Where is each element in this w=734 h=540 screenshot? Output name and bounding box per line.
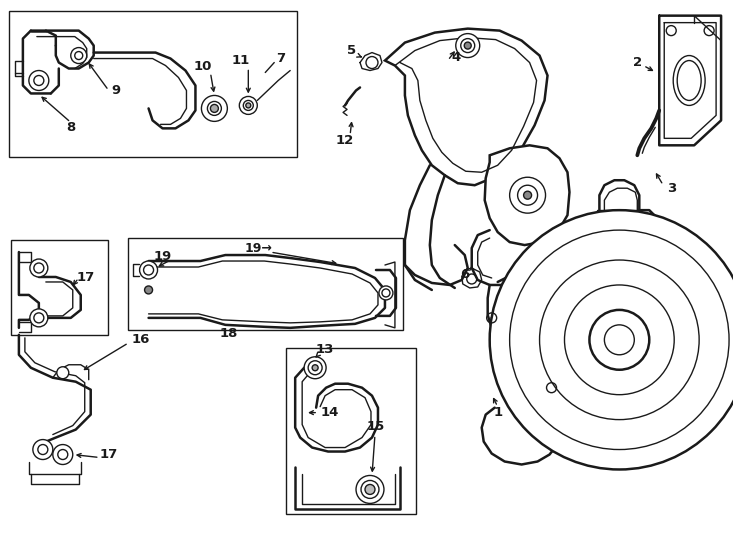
Text: 18: 18 xyxy=(219,327,238,340)
Circle shape xyxy=(145,286,153,294)
Circle shape xyxy=(30,309,48,327)
Text: 19→: 19→ xyxy=(244,241,272,254)
Text: 15: 15 xyxy=(367,420,385,433)
Circle shape xyxy=(523,191,531,199)
Text: 10: 10 xyxy=(193,60,211,73)
Circle shape xyxy=(144,265,153,275)
Text: 17: 17 xyxy=(100,448,117,461)
Circle shape xyxy=(30,259,48,277)
Text: 5: 5 xyxy=(347,44,357,57)
Text: 7: 7 xyxy=(276,52,285,65)
Circle shape xyxy=(53,444,73,464)
Text: 19: 19 xyxy=(153,249,172,262)
Circle shape xyxy=(75,51,83,59)
Bar xyxy=(9,11,297,157)
Circle shape xyxy=(490,210,734,469)
Circle shape xyxy=(456,33,480,58)
Circle shape xyxy=(365,484,375,495)
Circle shape xyxy=(464,42,471,49)
Text: 8: 8 xyxy=(66,121,76,134)
Circle shape xyxy=(312,364,318,371)
Ellipse shape xyxy=(677,60,701,100)
Text: 13: 13 xyxy=(316,343,334,356)
Circle shape xyxy=(539,260,700,420)
Circle shape xyxy=(308,361,322,375)
Circle shape xyxy=(58,449,68,460)
Text: 9: 9 xyxy=(111,84,120,97)
Circle shape xyxy=(243,100,253,110)
Text: 12: 12 xyxy=(336,134,355,147)
Bar xyxy=(286,348,416,515)
Text: 17: 17 xyxy=(76,272,95,285)
Polygon shape xyxy=(484,145,570,245)
Ellipse shape xyxy=(673,56,705,105)
Circle shape xyxy=(461,38,475,52)
Circle shape xyxy=(33,440,53,460)
Text: 4: 4 xyxy=(451,51,460,64)
Text: 16: 16 xyxy=(131,333,150,346)
Circle shape xyxy=(38,444,48,455)
Circle shape xyxy=(382,289,390,297)
Circle shape xyxy=(304,357,326,379)
Text: 14: 14 xyxy=(321,406,339,419)
Bar xyxy=(128,238,403,330)
Circle shape xyxy=(57,367,69,379)
Text: 2: 2 xyxy=(633,56,642,69)
Text: 3: 3 xyxy=(666,182,676,195)
Circle shape xyxy=(139,261,158,279)
Circle shape xyxy=(356,476,384,503)
Circle shape xyxy=(201,96,228,122)
Circle shape xyxy=(34,313,44,323)
Text: 11: 11 xyxy=(231,54,250,67)
Circle shape xyxy=(239,97,258,114)
Bar xyxy=(11,240,108,335)
Circle shape xyxy=(246,103,251,108)
Polygon shape xyxy=(385,29,548,185)
Circle shape xyxy=(29,71,49,91)
Circle shape xyxy=(509,177,545,213)
Circle shape xyxy=(509,230,729,449)
Circle shape xyxy=(208,102,222,116)
Circle shape xyxy=(379,286,393,300)
Circle shape xyxy=(34,76,44,85)
Circle shape xyxy=(70,48,87,64)
Circle shape xyxy=(211,104,219,112)
Circle shape xyxy=(361,481,379,498)
Text: 6: 6 xyxy=(460,268,469,281)
Text: 1: 1 xyxy=(493,406,502,419)
Circle shape xyxy=(564,285,675,395)
Circle shape xyxy=(589,310,650,370)
Circle shape xyxy=(34,263,44,273)
